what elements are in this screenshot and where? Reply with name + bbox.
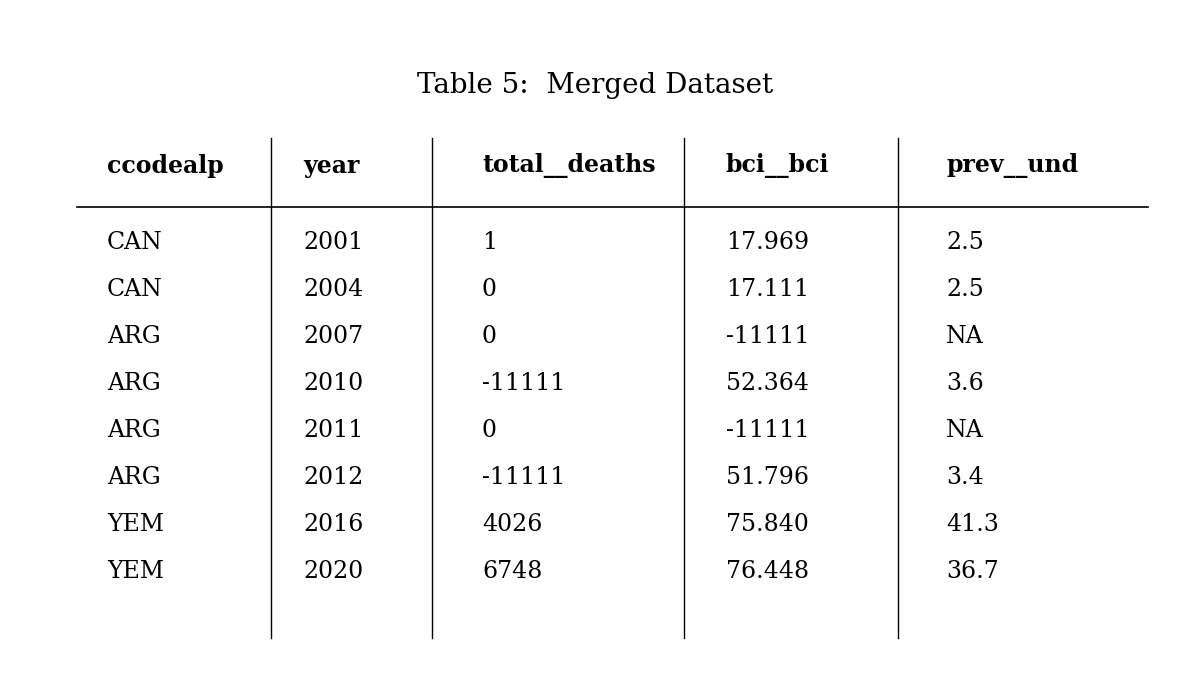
Text: 3.6: 3.6 (946, 372, 984, 395)
Text: year: year (303, 154, 359, 177)
Text: 76.448: 76.448 (726, 560, 809, 583)
Text: 17.969: 17.969 (726, 231, 809, 255)
Text: 2001: 2001 (303, 231, 364, 255)
Text: 2.5: 2.5 (946, 278, 984, 302)
Text: ARG: ARG (107, 372, 161, 395)
Text: 2.5: 2.5 (946, 231, 984, 255)
Text: 2004: 2004 (303, 278, 364, 302)
Text: -11111: -11111 (482, 372, 565, 395)
Text: YEM: YEM (107, 560, 164, 583)
Text: NA: NA (946, 325, 984, 348)
Text: 3.4: 3.4 (946, 466, 984, 489)
Text: 2012: 2012 (303, 466, 364, 489)
Text: 52.364: 52.364 (726, 372, 809, 395)
Text: 2010: 2010 (303, 372, 364, 395)
Text: -11111: -11111 (726, 419, 809, 442)
Text: 36.7: 36.7 (946, 560, 998, 583)
Text: 75.840: 75.840 (726, 513, 809, 536)
Text: 6748: 6748 (482, 560, 543, 583)
Text: ccodealp: ccodealp (107, 154, 224, 177)
Text: ARG: ARG (107, 466, 161, 489)
Text: prev__und: prev__und (946, 153, 1078, 178)
Text: 0: 0 (482, 419, 497, 442)
Text: Table 5:  Merged Dataset: Table 5: Merged Dataset (416, 72, 774, 99)
Text: 41.3: 41.3 (946, 513, 998, 536)
Text: 0: 0 (482, 325, 497, 348)
Text: ARG: ARG (107, 325, 161, 348)
Text: 2011: 2011 (303, 419, 364, 442)
Text: 2016: 2016 (303, 513, 364, 536)
Text: -11111: -11111 (482, 466, 565, 489)
Text: 4026: 4026 (482, 513, 543, 536)
Text: 0: 0 (482, 278, 497, 302)
Text: bci__bci: bci__bci (726, 153, 829, 178)
Text: 2007: 2007 (303, 325, 364, 348)
Text: CAN: CAN (107, 231, 163, 255)
Text: YEM: YEM (107, 513, 164, 536)
Text: 1: 1 (482, 231, 497, 255)
Text: NA: NA (946, 419, 984, 442)
Text: ARG: ARG (107, 419, 161, 442)
Text: 2020: 2020 (303, 560, 364, 583)
Text: CAN: CAN (107, 278, 163, 302)
Text: 51.796: 51.796 (726, 466, 809, 489)
Text: -11111: -11111 (726, 325, 809, 348)
Text: total__deaths: total__deaths (482, 153, 656, 178)
Text: 17.111: 17.111 (726, 278, 809, 302)
